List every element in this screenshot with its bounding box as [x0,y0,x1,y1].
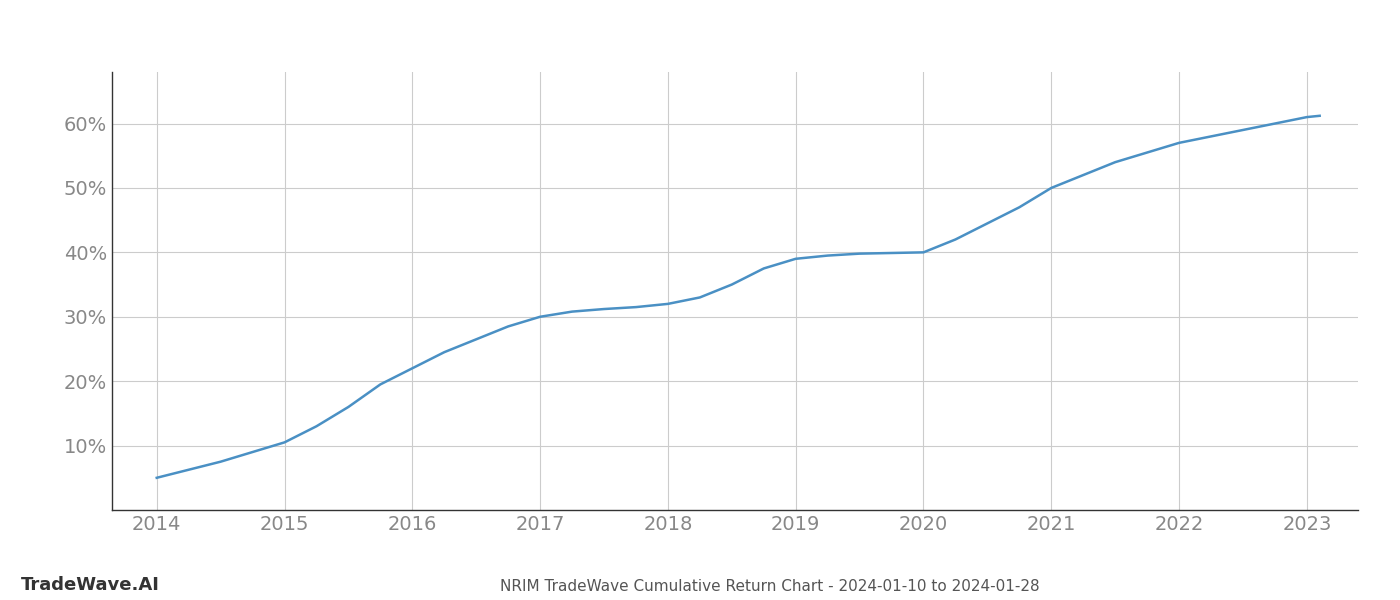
Text: TradeWave.AI: TradeWave.AI [21,576,160,594]
Text: NRIM TradeWave Cumulative Return Chart - 2024-01-10 to 2024-01-28: NRIM TradeWave Cumulative Return Chart -… [500,579,1040,594]
